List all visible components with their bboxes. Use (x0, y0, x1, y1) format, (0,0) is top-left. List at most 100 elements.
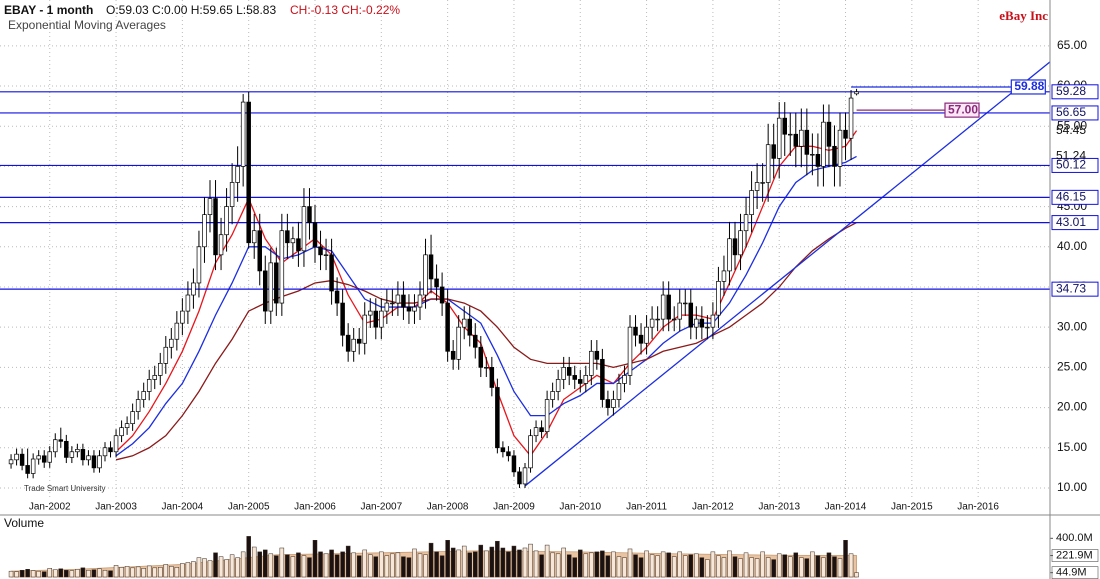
volume-bar (694, 553, 699, 578)
candle-body (379, 310, 384, 328)
candle-body (439, 286, 445, 304)
volume-bar (296, 552, 301, 578)
volume-tick-box (1052, 532, 1098, 545)
candle-body (75, 449, 80, 453)
candle-body (776, 117, 782, 159)
volume-tick-label: 400.0M (1056, 532, 1093, 544)
level-label: 34.73 (1056, 281, 1086, 295)
y-tick-label: 25.00 (1057, 360, 1087, 374)
x-tick-label: Jan-2005 (228, 502, 270, 513)
level-box (1051, 189, 1099, 205)
candle-body (130, 411, 135, 424)
volume-bar (356, 555, 362, 578)
volume-bar (699, 557, 705, 578)
candle-body (180, 310, 185, 324)
volume-bar (544, 544, 550, 578)
volume-bar (207, 560, 213, 578)
trendline (524, 61, 1051, 487)
candle-body (323, 254, 329, 256)
candle-body (268, 262, 274, 312)
candle-body (616, 383, 622, 400)
volume-bar (340, 551, 345, 578)
volume-bar (793, 552, 799, 578)
volume-bar (14, 571, 19, 578)
candle-body (782, 117, 787, 135)
symbol: EBAY - 1 month (4, 3, 93, 17)
candle-body (511, 455, 517, 473)
candle-body (202, 214, 207, 248)
volume-bar (517, 549, 522, 578)
volume-bar (368, 554, 373, 578)
volume-bar (572, 557, 577, 578)
candle-body (345, 334, 351, 352)
candle-body (108, 447, 113, 453)
volume-bar (782, 554, 787, 578)
candle-body (688, 302, 694, 328)
level-label: 46.15 (1056, 190, 1086, 204)
volume-bar (135, 566, 141, 578)
candle-body (69, 451, 75, 458)
candle-body (384, 302, 390, 312)
candle-body (356, 338, 362, 344)
candle-body (528, 435, 533, 469)
candle-body (97, 455, 102, 469)
candle-body (555, 379, 561, 392)
volume-bar (776, 553, 782, 578)
volume-bar (80, 567, 86, 578)
candle-body (434, 278, 439, 288)
y-tick-label: 40.00 (1057, 239, 1087, 253)
candle-body (732, 238, 738, 256)
volume-bar (174, 567, 180, 578)
volume-bar (633, 554, 638, 578)
x-tick-label: Jan-2007 (360, 502, 402, 513)
volume-bar (732, 556, 738, 578)
volume-bar (644, 550, 649, 578)
ema-value-label: 54.45 (1056, 123, 1086, 137)
volume-bar (655, 555, 660, 578)
candle-body (351, 338, 356, 352)
candle-body (572, 375, 577, 380)
candle-body (500, 447, 506, 453)
volume-bar (412, 548, 417, 578)
volume-bar (263, 549, 268, 578)
candle-body (47, 451, 52, 463)
volume-bar (108, 570, 113, 578)
candle-body (263, 270, 268, 312)
candle-body (119, 427, 124, 437)
x-tick-label: Jan-2016 (957, 502, 999, 513)
volume-bar (810, 551, 815, 578)
volume-bar (141, 568, 146, 578)
candle-body (318, 246, 323, 256)
candle-body (561, 367, 566, 380)
candle-body (594, 350, 600, 360)
candle-body (86, 455, 91, 461)
volume-bar (456, 549, 461, 578)
candle-body (743, 214, 749, 232)
candle-body (583, 375, 589, 384)
volume-bar (716, 555, 721, 578)
candle-body (644, 326, 649, 344)
candle-body (213, 198, 218, 256)
candle-body (793, 133, 799, 147)
candle-body (113, 435, 119, 453)
y-tick-label: 20.00 (1057, 400, 1087, 414)
volume-bar (91, 569, 97, 578)
volume-bar (467, 552, 472, 578)
volume-bar (848, 553, 854, 578)
volume-bar (478, 544, 484, 578)
candle-body (705, 326, 710, 329)
volume-bar (799, 557, 804, 578)
level-box (1051, 105, 1099, 121)
volume-bar (495, 540, 500, 578)
volume-bar (19, 569, 25, 578)
candle-body (649, 318, 655, 328)
y-tick-label: 30.00 (1057, 319, 1087, 333)
candle-body (666, 294, 671, 320)
volume-bar (169, 566, 174, 578)
candle-body (41, 455, 47, 463)
marker-label: 59.88 (1014, 79, 1044, 93)
candle-body (290, 238, 296, 244)
ema-line (115, 222, 857, 461)
watermark: Trade Smart University (24, 484, 106, 493)
x-tick-label: Jan-2009 (493, 502, 535, 513)
